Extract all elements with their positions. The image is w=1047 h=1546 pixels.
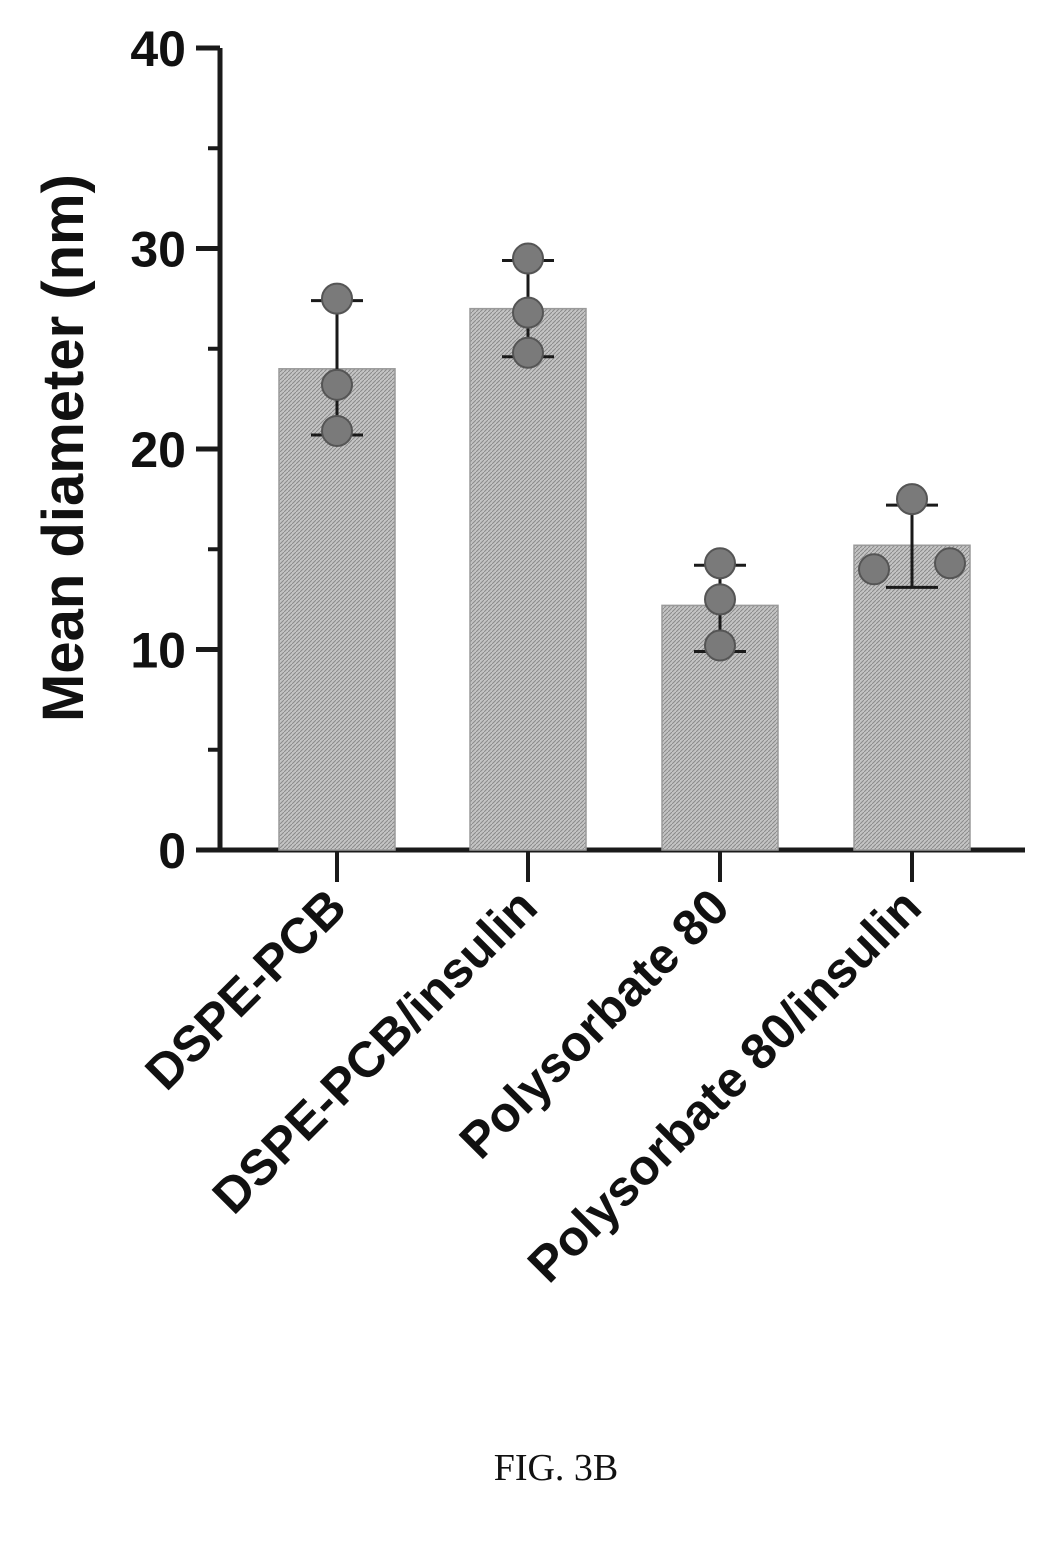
error-bars bbox=[311, 259, 938, 654]
data-point bbox=[512, 296, 544, 329]
data-point bbox=[512, 242, 544, 275]
y-tick-label: 0 bbox=[158, 823, 186, 879]
data-point bbox=[896, 483, 928, 516]
data-point bbox=[704, 629, 736, 662]
data-point bbox=[858, 553, 890, 586]
x-category-label: DSPE-PCB/insulin bbox=[202, 878, 548, 1224]
y-tick-label: 30 bbox=[130, 222, 186, 278]
data-point bbox=[512, 336, 544, 369]
data-point bbox=[321, 368, 353, 401]
y-tick-label: 10 bbox=[130, 623, 186, 679]
data-point bbox=[321, 282, 353, 315]
y-tick-label: 40 bbox=[130, 21, 186, 77]
y-axis-label: Mean diameter (nm) bbox=[31, 174, 96, 722]
data-point bbox=[704, 547, 736, 580]
y-axis bbox=[196, 45, 223, 853]
y-tick-label: 20 bbox=[130, 422, 186, 478]
x-axis bbox=[220, 847, 1025, 882]
bar bbox=[278, 368, 396, 851]
y-tick-labels: 0 10 20 30 40 bbox=[130, 21, 186, 879]
data-point bbox=[321, 414, 353, 447]
bar bbox=[853, 544, 971, 851]
data-point bbox=[704, 583, 736, 616]
bars bbox=[278, 307, 971, 851]
data-point bbox=[934, 547, 966, 580]
data-points bbox=[321, 242, 966, 662]
figure-caption: FIG. 3B bbox=[494, 1447, 619, 1489]
bar bbox=[469, 307, 587, 851]
x-category-label: Polysorbate 80/insulin bbox=[517, 878, 932, 1293]
